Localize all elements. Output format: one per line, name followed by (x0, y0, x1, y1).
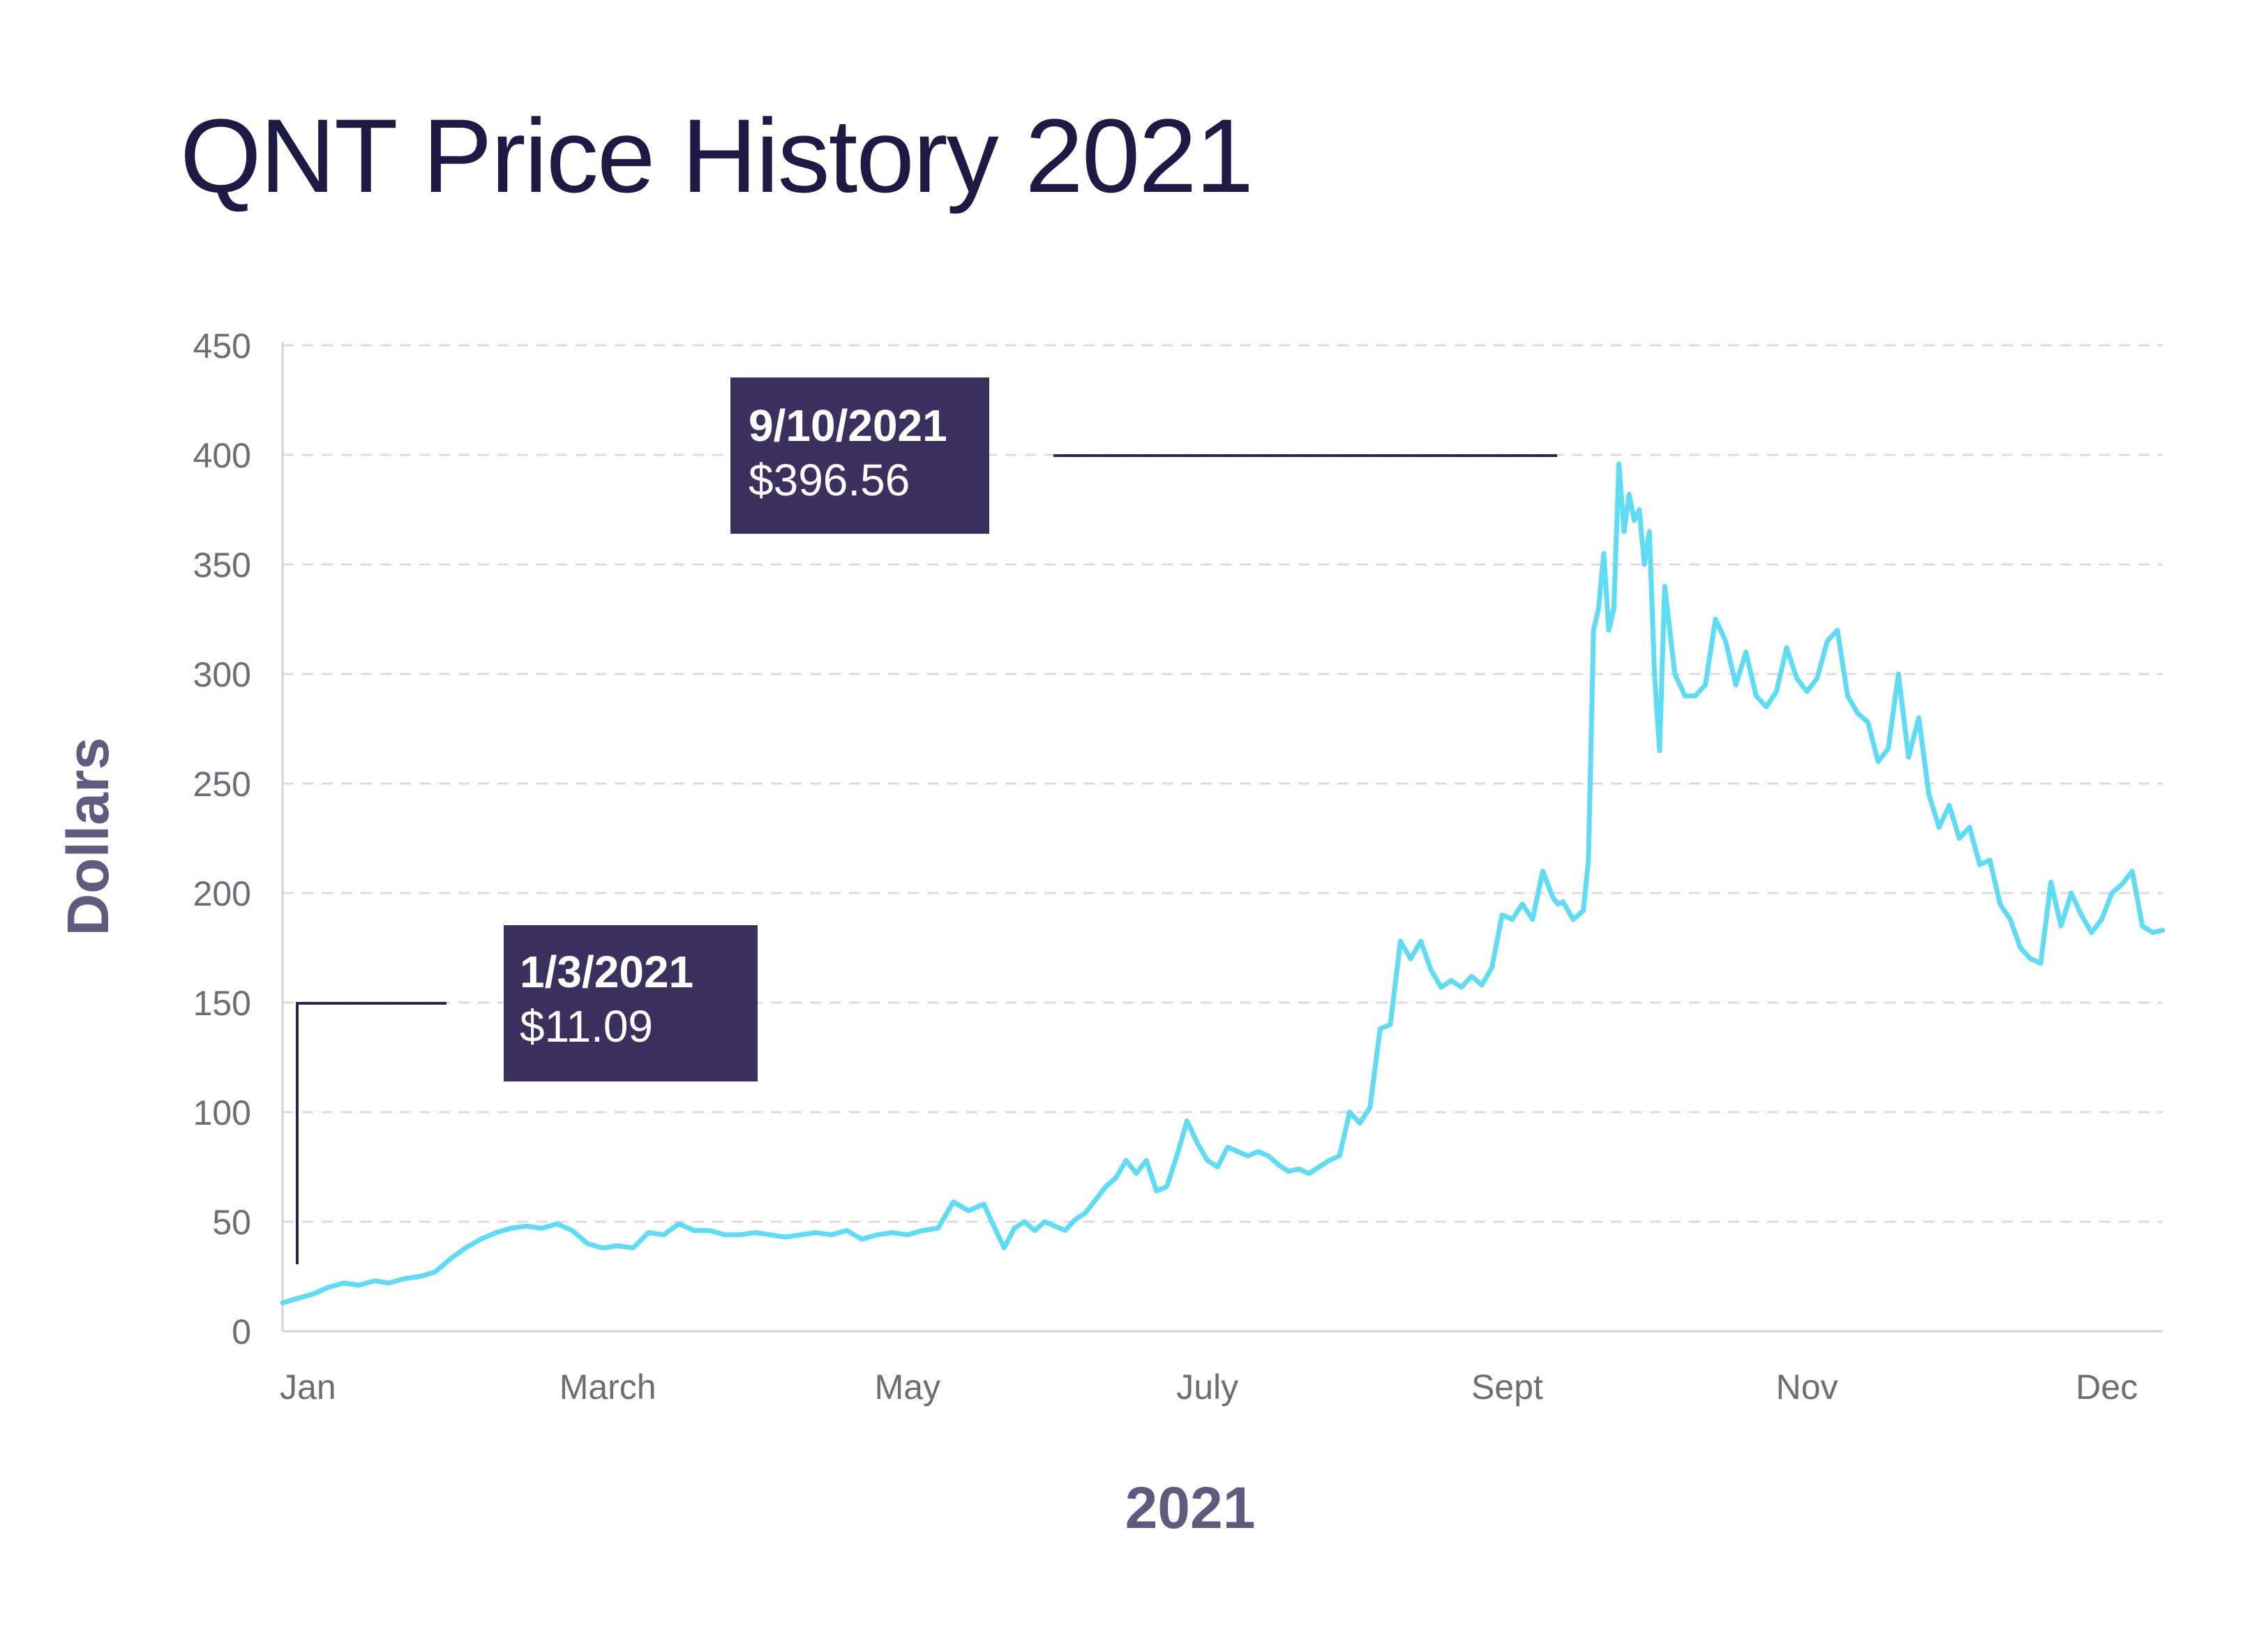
y-axis-ticks: 0 50 100 150 200 250 300 350 400 450 (193, 327, 251, 1351)
annotation-value-sept: $396.56 (749, 455, 910, 505)
x-tick-label: July (1176, 1368, 1238, 1407)
y-tick-label: 0 (232, 1312, 251, 1351)
y-tick-label: 50 (212, 1203, 251, 1242)
y-tick-label: 400 (193, 436, 251, 475)
annotation-date-jan: 1/3/2021 (520, 947, 693, 997)
x-tick-label: March (560, 1368, 656, 1407)
y-tick-label: 100 (193, 1093, 251, 1132)
annotation-leader-jan (296, 1002, 446, 1264)
x-tick-label: Dec (2075, 1368, 2138, 1407)
grid-lines (283, 344, 2163, 1223)
y-tick-label: 350 (193, 546, 251, 585)
x-tick-label: Jan (280, 1368, 336, 1407)
annotation-value-jan: $11.09 (520, 1001, 653, 1051)
y-tick-label: 200 (193, 874, 251, 913)
y-tick-label: 300 (193, 655, 251, 694)
y-axis-title: Dollars (55, 737, 121, 936)
x-tick-label: May (875, 1368, 940, 1407)
price-series-line (280, 461, 2165, 1305)
x-axis-ticks: Jan March May July Sept Nov Dec (280, 1368, 2138, 1407)
x-axis-title: 2021 (1125, 1475, 1256, 1541)
x-tick-label: Nov (1776, 1368, 1838, 1407)
annotation-date-sept: 9/10/2021 (749, 400, 947, 451)
y-tick-label: 150 (193, 984, 251, 1023)
x-tick-label: Sept (1471, 1368, 1543, 1407)
y-tick-label: 250 (193, 765, 251, 804)
annotation-box-jan (504, 925, 758, 1081)
chart-title: QNT Price History 2021 (180, 97, 1254, 214)
y-tick-label: 450 (193, 327, 251, 366)
annotation-box-sept (730, 377, 989, 534)
